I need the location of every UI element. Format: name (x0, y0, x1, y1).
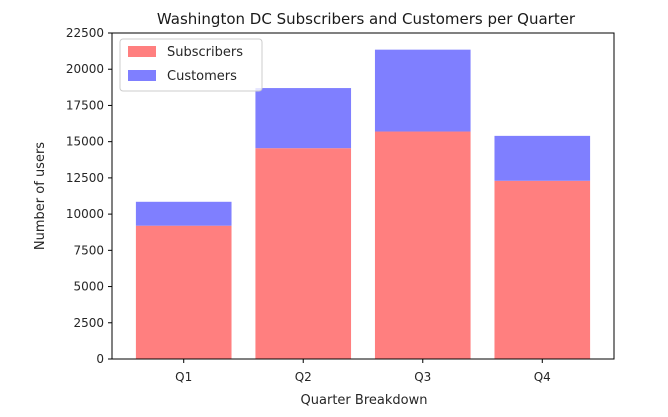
x-tick-label-q1: Q1 (175, 370, 192, 384)
legend-label-subscribers: Subscribers (167, 45, 243, 60)
legend: Subscribers Customers (119, 38, 263, 92)
y-tick-label: 10000 (66, 207, 104, 221)
legend-label-customers: Customers (167, 69, 237, 84)
bar-customers-q1 (135, 201, 232, 226)
y-tick-label: 2500 (73, 316, 104, 330)
y-tick-label: 20000 (66, 62, 104, 76)
chart-title: Washington DC Subscribers and Customers … (157, 10, 576, 28)
y-tick-label: 0 (96, 352, 104, 366)
y-axis-title: Number of users (33, 142, 48, 250)
y-tick-label: 5000 (73, 280, 104, 294)
x-tick-label-q4: Q4 (534, 370, 551, 384)
plot-frame (111, 32, 615, 360)
bar-subscribers-q2 (255, 148, 352, 359)
bar-customers-q4 (494, 135, 591, 181)
y-tick-label: 12500 (66, 171, 104, 185)
y-tick-label: 17500 (66, 98, 104, 112)
bar-subscribers-q4 (494, 180, 591, 359)
x-axis-title: Quarter Breakdown (301, 393, 428, 408)
x-axis: Q1 Q2 Q3 Q4 (175, 359, 551, 384)
bars-group (135, 49, 591, 359)
bar-subscribers-q1 (135, 225, 232, 359)
y-tick-label: 15000 (66, 135, 104, 149)
y-tick-label: 7500 (73, 243, 104, 257)
y-tick-label: 22500 (66, 26, 104, 40)
bar-customers-q2 (255, 88, 352, 149)
bar-customers-q3 (374, 49, 471, 132)
y-axis: 0 2500 5000 7500 10000 12500 15000 17500 20000 22… (66, 26, 112, 366)
legend-swatch-customers (128, 70, 156, 81)
x-tick-label-q3: Q3 (414, 370, 431, 384)
legend-swatch-subscribers (128, 46, 156, 57)
x-tick-label-q2: Q2 (295, 370, 312, 384)
bar-subscribers-q3 (374, 131, 471, 359)
